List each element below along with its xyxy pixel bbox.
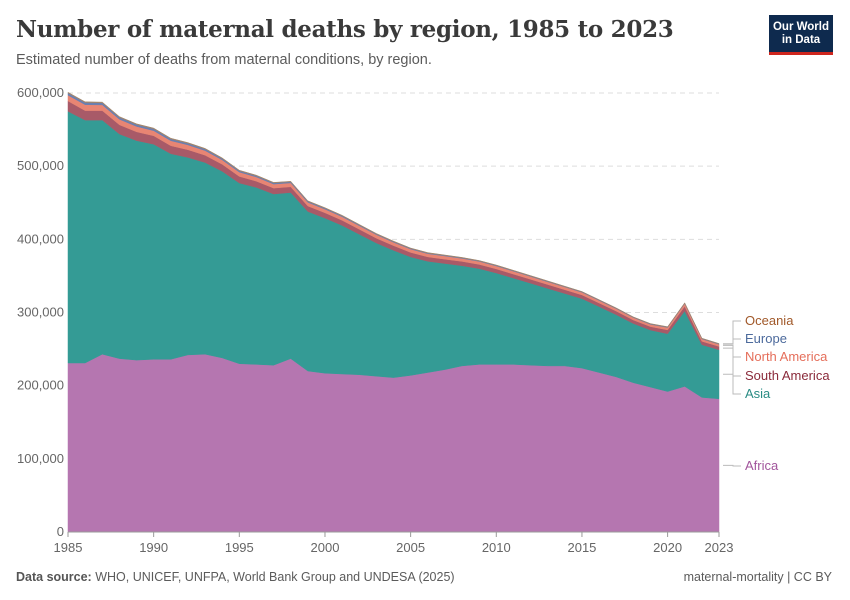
x-tick-label: 1990 [139, 540, 168, 555]
x-tick-label: 2023 [705, 540, 734, 555]
logo-line-1: Our World [772, 20, 829, 33]
legend-label-north-america[interactable]: North America [745, 349, 828, 364]
y-tick-label: 200,000 [17, 378, 64, 393]
legend-connector [723, 320, 741, 345]
legend-connector [723, 344, 741, 358]
data-source: Data source: WHO, UNICEF, UNFPA, World B… [16, 570, 455, 584]
x-tick-label: 2000 [311, 540, 340, 555]
legend-label-africa[interactable]: Africa [745, 458, 779, 473]
y-tick-label: 500,000 [17, 158, 64, 173]
x-tick-label: 2010 [482, 540, 511, 555]
x-tick-label: 1985 [54, 540, 83, 555]
area-africa[interactable] [67, 353, 720, 533]
area-asia[interactable] [67, 110, 720, 400]
legend: Africa Asia South America North America Euro… [723, 313, 830, 473]
x-tick-label: 2005 [396, 540, 425, 555]
owid-logo[interactable]: Our World in Data [769, 15, 833, 55]
area-oceania[interactable] [67, 91, 720, 345]
legend-label-asia[interactable]: Asia [745, 386, 771, 401]
legend-label-south-america[interactable]: South America [745, 368, 830, 383]
legend-connector [723, 373, 741, 395]
data-source-label: Data source: [16, 570, 92, 584]
chart-slug-license[interactable]: maternal-mortality | CC BY [683, 570, 832, 584]
y-tick-label: 300,000 [17, 305, 64, 320]
y-tick-label: 400,000 [17, 231, 64, 246]
x-tick-label: 1995 [225, 540, 254, 555]
chart-subtitle: Estimated number of deaths from maternal… [16, 52, 432, 68]
legend-connector [723, 347, 741, 377]
y-tick-label: 600,000 [17, 85, 64, 100]
legend-label-oceania[interactable]: Oceania [745, 313, 794, 328]
legend-connector [723, 464, 741, 467]
chart-title: Number of maternal deaths by region, 198… [16, 16, 674, 43]
y-tick-label: 0 [57, 524, 64, 539]
y-tick-label: 100,000 [17, 451, 64, 466]
logo-line-2: in Data [781, 33, 821, 46]
x-tick-label: 2020 [653, 540, 682, 555]
area-series [67, 91, 720, 533]
x-tick-label: 2015 [567, 540, 596, 555]
data-source-text: WHO, UNICEF, UNFPA, World Bank Group and… [91, 570, 455, 584]
axes: 0 100,000 200,000 300,000 400,000 500,000 600,… [17, 85, 733, 555]
legend-label-europe[interactable]: Europe [745, 331, 787, 346]
